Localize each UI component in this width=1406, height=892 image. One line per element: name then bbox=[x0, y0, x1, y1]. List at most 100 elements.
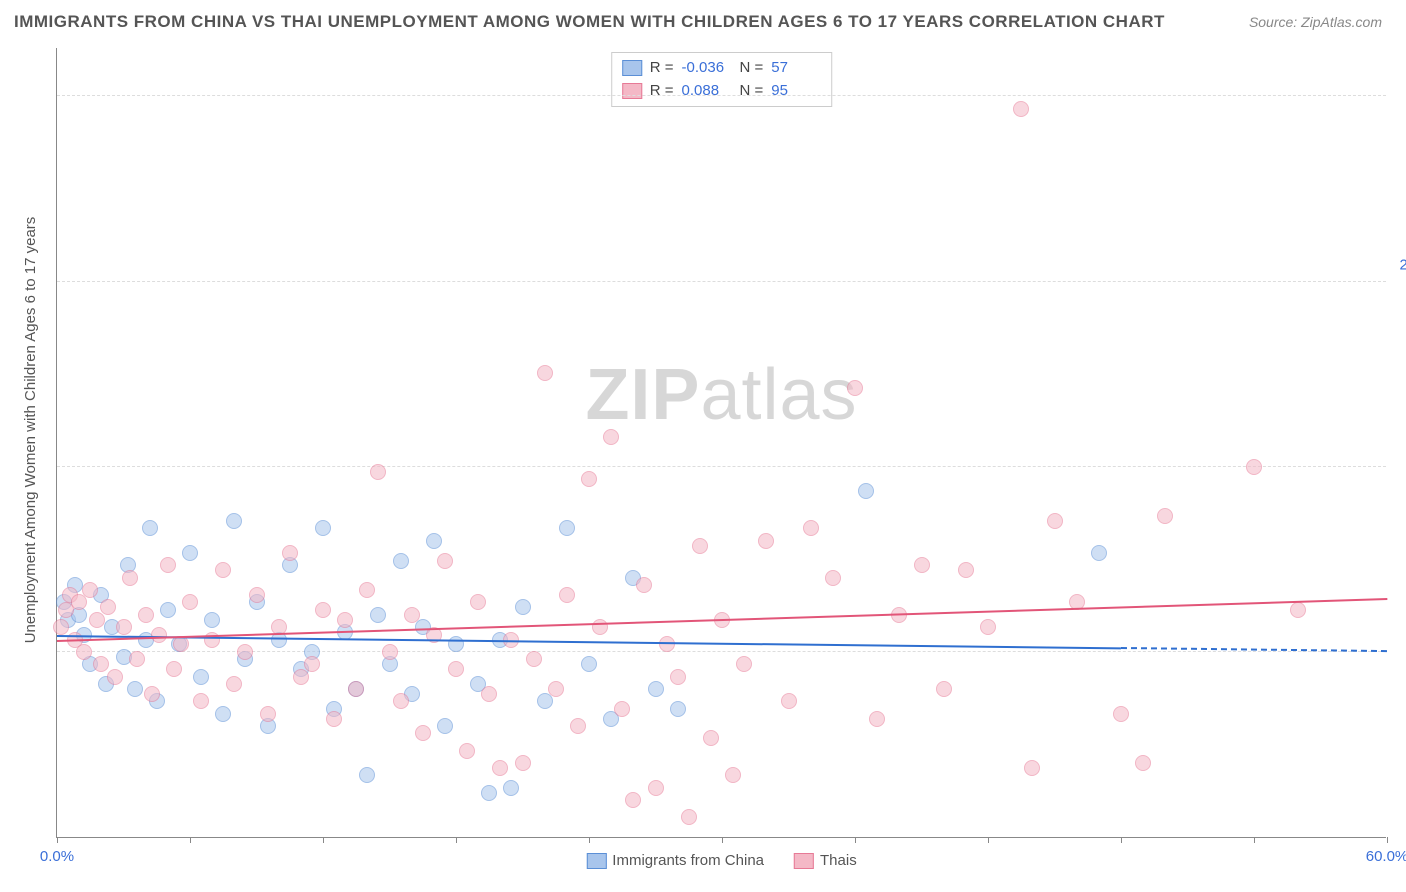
data-point bbox=[82, 582, 98, 598]
data-point bbox=[470, 594, 486, 610]
data-point bbox=[537, 365, 553, 381]
data-point bbox=[348, 681, 364, 697]
data-point bbox=[725, 767, 741, 783]
x-tick bbox=[323, 837, 324, 843]
data-point bbox=[648, 681, 664, 697]
data-point bbox=[559, 520, 575, 536]
data-point bbox=[648, 780, 664, 796]
data-point bbox=[193, 669, 209, 685]
data-point bbox=[337, 612, 353, 628]
legend-swatch bbox=[586, 853, 606, 869]
data-point bbox=[382, 644, 398, 660]
watermark: ZIPatlas bbox=[585, 354, 857, 436]
x-tick-label: 0.0% bbox=[40, 848, 74, 865]
data-point bbox=[736, 656, 752, 672]
legend-n-value: 95 bbox=[771, 80, 821, 103]
x-tick-label: 60.0% bbox=[1366, 848, 1406, 865]
x-tick bbox=[988, 837, 989, 843]
gridline bbox=[57, 651, 1386, 652]
data-point bbox=[503, 780, 519, 796]
x-tick bbox=[1387, 837, 1388, 843]
legend-swatch bbox=[794, 853, 814, 869]
y-tick-label: 7.5% bbox=[1390, 626, 1406, 643]
data-point bbox=[260, 706, 276, 722]
correlation-legend: R = -0.036 N = 57 R = 0.088 N = 95 bbox=[611, 52, 833, 107]
data-point bbox=[625, 792, 641, 808]
data-point bbox=[138, 607, 154, 623]
data-point bbox=[914, 557, 930, 573]
data-point bbox=[1091, 545, 1107, 561]
data-point bbox=[703, 730, 719, 746]
data-point bbox=[326, 711, 342, 727]
x-tick bbox=[456, 837, 457, 843]
data-point bbox=[1047, 513, 1063, 529]
data-point bbox=[182, 545, 198, 561]
data-point bbox=[670, 669, 686, 685]
x-tick bbox=[722, 837, 723, 843]
x-tick bbox=[855, 837, 856, 843]
data-point bbox=[127, 681, 143, 697]
data-point bbox=[1135, 755, 1151, 771]
gridline bbox=[57, 95, 1386, 96]
data-point bbox=[459, 743, 475, 759]
data-point bbox=[160, 602, 176, 618]
legend-row: R = 0.088 N = 95 bbox=[622, 80, 822, 103]
data-point bbox=[581, 656, 597, 672]
x-tick bbox=[1254, 837, 1255, 843]
data-point bbox=[437, 718, 453, 734]
legend-r-label: R = bbox=[650, 57, 674, 80]
data-point bbox=[936, 681, 952, 697]
data-point bbox=[803, 520, 819, 536]
data-point bbox=[670, 701, 686, 717]
chart-title: IMMIGRANTS FROM CHINA VS THAI UNEMPLOYME… bbox=[14, 12, 1165, 32]
data-point bbox=[160, 557, 176, 573]
legend-r-label: R = bbox=[650, 80, 674, 103]
legend-n-label: N = bbox=[740, 57, 764, 80]
y-tick-label: 22.5% bbox=[1390, 256, 1406, 273]
data-point bbox=[315, 520, 331, 536]
legend-label: Immigrants from China bbox=[612, 852, 764, 869]
legend-row: R = -0.036 N = 57 bbox=[622, 57, 822, 80]
data-point bbox=[1013, 101, 1029, 117]
data-point bbox=[448, 661, 464, 677]
data-point bbox=[359, 767, 375, 783]
legend-r-value: -0.036 bbox=[682, 57, 732, 80]
data-point bbox=[304, 656, 320, 672]
data-point bbox=[226, 513, 242, 529]
data-point bbox=[151, 627, 167, 643]
data-point bbox=[980, 619, 996, 635]
data-point bbox=[370, 607, 386, 623]
data-point bbox=[182, 594, 198, 610]
data-point bbox=[204, 632, 220, 648]
data-point bbox=[122, 570, 138, 586]
data-point bbox=[958, 562, 974, 578]
legend-n-label: N = bbox=[740, 80, 764, 103]
plot-area: ZIPatlas R =-0.036N =57R =0.088N =95 Imm… bbox=[56, 48, 1386, 838]
data-point bbox=[515, 599, 531, 615]
data-point bbox=[71, 594, 87, 610]
series-legend: Immigrants from ChinaThais bbox=[586, 852, 856, 869]
data-point bbox=[781, 693, 797, 709]
data-point bbox=[614, 701, 630, 717]
x-tick bbox=[1121, 837, 1122, 843]
legend-item: Immigrants from China bbox=[586, 852, 764, 869]
legend-n-value: 57 bbox=[771, 57, 821, 80]
legend-r-value: 0.088 bbox=[682, 80, 732, 103]
data-point bbox=[129, 651, 145, 667]
data-point bbox=[481, 785, 497, 801]
data-point bbox=[1024, 760, 1040, 776]
data-point bbox=[825, 570, 841, 586]
data-point bbox=[100, 599, 116, 615]
data-point bbox=[858, 483, 874, 499]
data-point bbox=[1290, 602, 1306, 618]
data-point bbox=[404, 607, 420, 623]
data-point bbox=[1246, 459, 1262, 475]
data-point bbox=[166, 661, 182, 677]
data-point bbox=[492, 760, 508, 776]
data-point bbox=[515, 755, 531, 771]
data-point bbox=[204, 612, 220, 628]
data-point bbox=[681, 809, 697, 825]
x-tick bbox=[190, 837, 191, 843]
data-point bbox=[1157, 508, 1173, 524]
data-point bbox=[193, 693, 209, 709]
